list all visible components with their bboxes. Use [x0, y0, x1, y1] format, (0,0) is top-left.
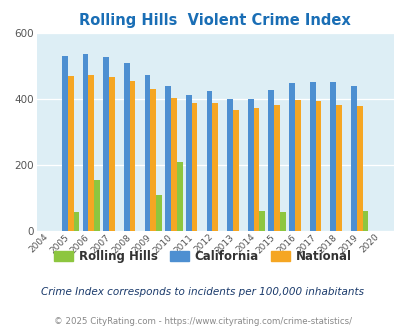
Bar [227, 99, 232, 231]
Text: © 2025 CityRating.com - https://www.cityrating.com/crime-statistics/: © 2025 CityRating.com - https://www.city… [54, 317, 351, 326]
Bar [206, 91, 212, 231]
Bar [144, 75, 150, 231]
Bar [62, 56, 68, 231]
Bar [68, 76, 73, 231]
Bar [109, 77, 115, 231]
Text: Crime Index corresponds to incidents per 100,000 inhabitants: Crime Index corresponds to incidents per… [41, 287, 364, 297]
Bar [191, 103, 197, 231]
Bar [309, 82, 315, 231]
Bar [330, 82, 335, 231]
Bar [171, 98, 176, 231]
Bar [294, 100, 300, 231]
Bar [94, 180, 100, 231]
Bar [350, 86, 356, 231]
Bar [212, 103, 217, 231]
Bar [82, 54, 88, 231]
Bar [315, 101, 320, 231]
Bar [356, 106, 362, 231]
Bar [185, 95, 191, 231]
Bar [124, 63, 129, 231]
Bar [156, 195, 162, 231]
Bar [259, 211, 264, 231]
Bar [335, 105, 341, 231]
Title: Rolling Hills  Violent Crime Index: Rolling Hills Violent Crime Index [79, 13, 350, 28]
Bar [362, 211, 367, 231]
Bar [273, 105, 279, 231]
Bar [129, 81, 135, 231]
Bar [279, 212, 285, 231]
Bar [73, 212, 79, 231]
Bar [253, 108, 259, 231]
Bar [150, 89, 156, 231]
Bar [103, 57, 109, 231]
Bar [176, 162, 182, 231]
Bar [165, 86, 171, 231]
Bar [88, 75, 94, 231]
Bar [247, 99, 253, 231]
Bar [268, 90, 273, 231]
Bar [288, 83, 294, 231]
Bar [232, 110, 238, 231]
Legend: Rolling Hills, California, National: Rolling Hills, California, National [49, 245, 356, 268]
